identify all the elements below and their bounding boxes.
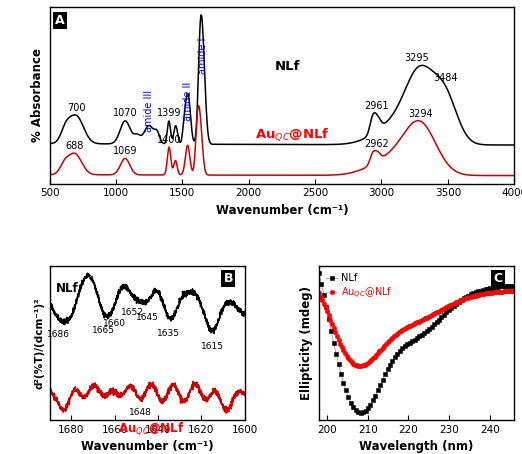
X-axis label: Wavenumber (cm⁻¹): Wavenumber (cm⁻¹) [81, 440, 213, 454]
Text: 1070: 1070 [113, 108, 138, 118]
NLf [316, 271, 322, 276]
Text: C: C [493, 272, 503, 286]
Au$_{QC}$@NLf [358, 363, 364, 369]
Y-axis label: d²(%T)/(dcm⁻¹)²: d²(%T)/(dcm⁻¹)² [34, 297, 44, 389]
Text: NLf: NLf [56, 282, 79, 295]
Text: 1660: 1660 [103, 319, 126, 328]
Text: 1069: 1069 [113, 146, 137, 156]
Au$_{QC}$@NLf [505, 289, 512, 294]
Text: 1615: 1615 [201, 342, 224, 350]
X-axis label: Wavelength (nm): Wavelength (nm) [359, 440, 474, 454]
Au$_{QC}$@NLf [316, 291, 322, 296]
Text: 2962: 2962 [364, 139, 389, 149]
NLf [358, 410, 364, 416]
Text: 1686: 1686 [47, 331, 70, 340]
NLf [433, 319, 440, 325]
Text: 1665: 1665 [92, 326, 115, 335]
Text: amide I: amide I [198, 38, 208, 74]
Text: 688: 688 [65, 141, 84, 151]
Au$_{QC}$@NLf [510, 288, 516, 294]
X-axis label: Wavenumber (cm⁻¹): Wavenumber (cm⁻¹) [216, 204, 348, 217]
Legend: NLf, Au$_{QC}$@NLf: NLf, Au$_{QC}$@NLf [324, 271, 395, 302]
Au$_{QC}$@NLf [471, 293, 477, 299]
Text: NLf: NLf [275, 59, 301, 73]
Text: amide III: amide III [144, 89, 154, 132]
Text: 3295: 3295 [404, 53, 429, 63]
Text: 3294: 3294 [408, 109, 433, 119]
Text: 3484: 3484 [433, 74, 458, 84]
Au$_{QC}$@NLf [370, 356, 376, 361]
Text: 1645: 1645 [136, 313, 159, 322]
Line: NLf: NLf [317, 271, 515, 415]
Text: 1652: 1652 [121, 308, 144, 317]
NLf [490, 285, 496, 290]
Line: Au$_{QC}$@NLf: Au$_{QC}$@NLf [317, 289, 516, 368]
Text: B: B [223, 272, 233, 286]
Text: 2961: 2961 [364, 101, 388, 111]
NLf [509, 283, 516, 288]
Text: 1635: 1635 [157, 329, 181, 338]
Text: 1399: 1399 [157, 109, 181, 118]
Au$_{QC}$@NLf [425, 314, 432, 320]
Text: Au$_{QC}$@NLf: Au$_{QC}$@NLf [255, 127, 330, 143]
Text: 1648: 1648 [129, 408, 152, 417]
Y-axis label: Ellipticity (mdeg): Ellipticity (mdeg) [301, 286, 313, 400]
Text: 700: 700 [67, 103, 86, 113]
Au$_{QC}$@NLf [357, 363, 363, 369]
Text: Au$_{QC}$@NLf: Au$_{QC}$@NLf [118, 420, 185, 437]
Text: A: A [55, 14, 65, 27]
Text: 1400: 1400 [157, 135, 181, 145]
Y-axis label: % Absorbance: % Absorbance [31, 48, 44, 142]
Text: amide II: amide II [183, 81, 193, 120]
NLf [436, 317, 442, 322]
Au$_{QC}$@NLf [452, 301, 458, 306]
NLf [443, 310, 449, 315]
NLf [450, 303, 457, 308]
NLf [404, 341, 410, 347]
